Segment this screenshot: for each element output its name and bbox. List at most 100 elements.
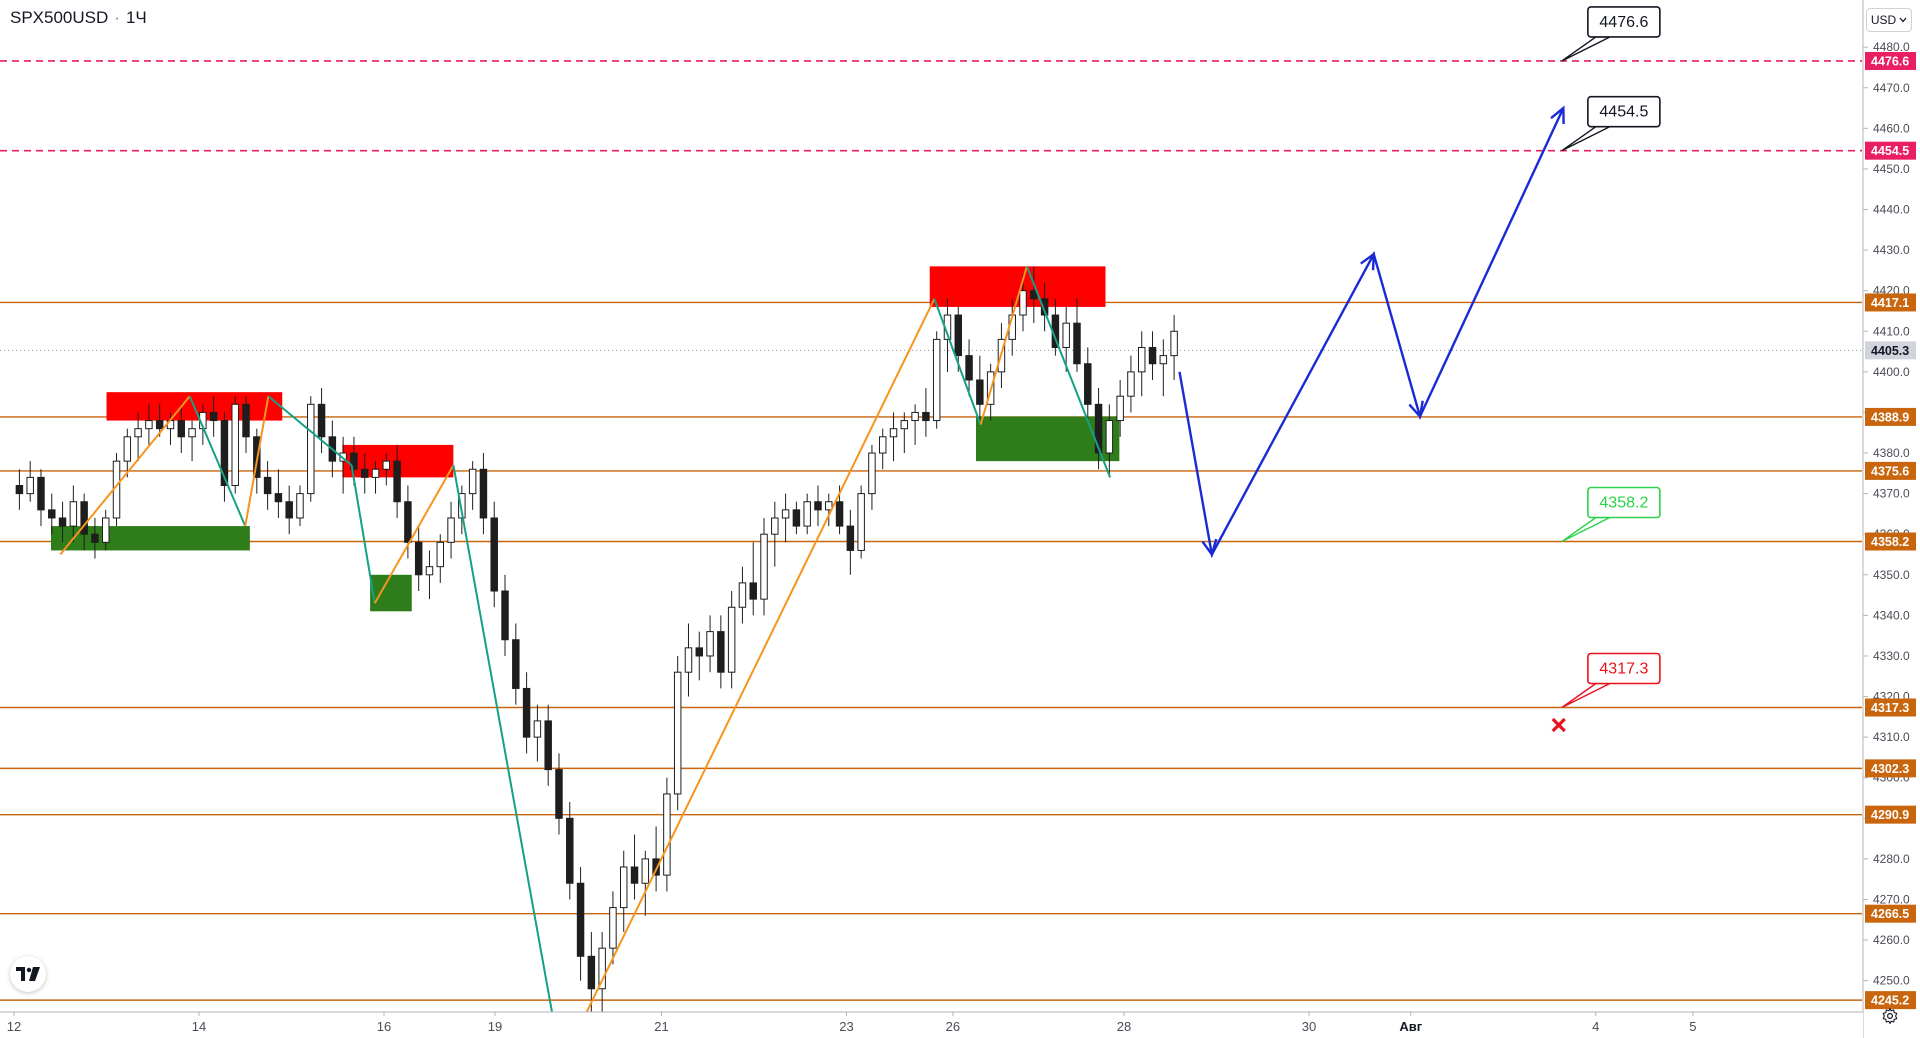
candle-body-up (134, 428, 142, 438)
x-tick-label: 21 (654, 1019, 668, 1034)
candle-body-down (350, 452, 358, 470)
candle (976, 355, 984, 421)
callout-box (1587, 652, 1661, 685)
candle-body-down (576, 882, 585, 957)
candle (619, 850, 628, 932)
candle (878, 428, 887, 470)
candle-body-down (555, 769, 563, 819)
y-tick-label: 4310.0 (1873, 730, 1910, 744)
candle (177, 404, 186, 454)
candle (1094, 388, 1103, 470)
candle-body-down (220, 420, 229, 487)
candle (188, 420, 196, 462)
y-tick-label: 4430.0 (1873, 243, 1910, 257)
candle (1105, 404, 1114, 478)
price-tag-level (1865, 759, 1916, 778)
symbol-header[interactable]: SPX500USD · 1Ч (10, 8, 147, 28)
candle-body-up (1105, 420, 1114, 454)
candle-body-up (382, 460, 391, 470)
candle (296, 485, 304, 527)
candle-body-up (781, 509, 790, 519)
candle-body-down (522, 687, 531, 738)
candle (15, 469, 24, 510)
candle (652, 826, 660, 892)
price-tag-level (1865, 904, 1916, 923)
candle (242, 396, 250, 454)
candle (69, 485, 78, 543)
candle-body-down (544, 720, 552, 771)
callout-pointer (1561, 682, 1611, 709)
candle-body-down (1073, 322, 1081, 365)
x-tick-label: 28 (1117, 1019, 1131, 1034)
candle (263, 461, 272, 510)
price-tag-label: 4476.6 (1871, 54, 1909, 68)
candle (576, 867, 585, 981)
gear-glyph (1882, 1007, 1898, 1025)
x-tick-label: 23 (839, 1019, 853, 1034)
price-axis-background (1863, 0, 1920, 1038)
candle-body-down (274, 493, 283, 503)
x-tick-label: 12 (7, 1019, 21, 1034)
candle (91, 517, 99, 559)
candle-body-down (512, 639, 520, 689)
y-tick-label: 4480.0 (1873, 40, 1910, 54)
candle (512, 623, 520, 705)
price-tag-label: 4245.2 (1871, 994, 1909, 1008)
zigzag-segment (350, 465, 376, 604)
candle-body-up (1170, 330, 1178, 357)
y-tick-label: 4250.0 (1873, 974, 1910, 988)
price-tag-label: 4266.5 (1871, 907, 1909, 921)
candle (727, 591, 736, 689)
candle-body-down (404, 501, 412, 543)
tradingview-logo-icon[interactable] (10, 956, 46, 992)
price-tag-label: 4417.1 (1871, 296, 1909, 310)
candle (360, 453, 369, 494)
candle (544, 704, 552, 786)
candle-body-up (738, 582, 747, 608)
currency-button[interactable]: USD (1866, 8, 1912, 32)
candle (868, 444, 876, 510)
time-axis-background (0, 1012, 1863, 1038)
candle (101, 509, 110, 551)
candle (436, 534, 445, 583)
candle (1116, 379, 1124, 437)
zigzag-segment (452, 465, 554, 1012)
candle-body-down (501, 590, 509, 641)
zigzag-segment (59, 395, 191, 556)
zigzag-segment (188, 395, 247, 527)
candle (598, 931, 606, 1012)
candle-body-down (792, 509, 801, 527)
candle (382, 453, 391, 486)
candle (1137, 331, 1146, 397)
x-tick-label: 14 (192, 1019, 206, 1034)
candle-body-up (69, 501, 78, 527)
candle (965, 339, 973, 397)
price-callout: 4476.6 (1561, 6, 1661, 62)
candle-body-up (26, 476, 34, 495)
candle-body-down (317, 403, 326, 438)
candle-body-down (360, 468, 369, 478)
candle (393, 444, 401, 518)
candle-body-down (587, 955, 596, 990)
candle-body-down (1148, 347, 1157, 365)
candle-body-down (263, 476, 272, 495)
candle-body-up (803, 501, 811, 527)
y-tick-label: 4350.0 (1873, 568, 1910, 582)
candle (231, 396, 239, 494)
x-tick-label: Авг (1399, 1019, 1422, 1034)
zigzag-segment (244, 396, 270, 527)
y-tick-label: 4410.0 (1873, 324, 1910, 338)
candle-body-down (1084, 363, 1092, 405)
candle-body-up (1062, 322, 1070, 349)
candle (414, 526, 423, 592)
gear-icon[interactable] (1878, 1004, 1902, 1028)
price-tag-label: 4454.5 (1871, 144, 1909, 158)
candle-body-down (630, 866, 639, 884)
price-tag-level (1865, 461, 1916, 480)
candle-body-down (393, 460, 401, 503)
candle (695, 631, 704, 681)
y-tick-label: 4370.0 (1873, 487, 1910, 501)
y-tick-label: 4280.0 (1873, 852, 1910, 866)
candle-body-up (1159, 355, 1168, 365)
